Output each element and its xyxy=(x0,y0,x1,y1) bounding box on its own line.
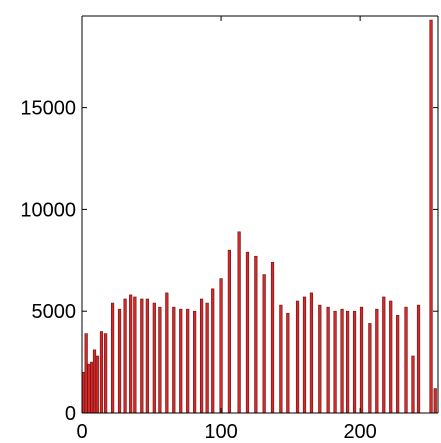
histogram-bar xyxy=(318,304,322,414)
histogram-bar xyxy=(133,296,137,414)
axes xyxy=(81,15,439,414)
histogram-bar xyxy=(84,333,88,414)
y-tick-label: 5000 xyxy=(32,301,77,323)
histogram-bar xyxy=(262,274,266,414)
histogram-bar xyxy=(375,308,379,414)
histogram-bar xyxy=(211,288,215,414)
histogram-bar xyxy=(368,323,372,414)
histogram-bar xyxy=(295,300,300,414)
histogram-bar xyxy=(326,306,330,414)
histogram-bar xyxy=(165,292,169,414)
histogram-bar xyxy=(411,355,415,414)
histogram-bar xyxy=(140,298,144,414)
histogram-bar xyxy=(279,304,283,414)
histogram-bar xyxy=(340,308,344,414)
histogram-bar xyxy=(404,306,408,414)
histogram-bar xyxy=(104,333,108,414)
histogram-bar xyxy=(286,312,290,414)
histogram-bar xyxy=(152,302,156,414)
histogram-bar xyxy=(302,296,307,414)
histogram-bar xyxy=(172,306,176,414)
histogram-bar xyxy=(352,310,357,414)
x-tick-label: 100 xyxy=(204,421,237,443)
histogram-bar xyxy=(95,355,99,414)
histogram-bar xyxy=(245,251,250,414)
x-tick-label: 0 xyxy=(76,421,87,443)
y-tick-label: 10000 xyxy=(20,199,76,221)
histogram-bar xyxy=(87,363,91,414)
histogram-bar xyxy=(129,294,133,414)
histogram-bar xyxy=(199,298,204,414)
y-tick-label: 15000 xyxy=(20,98,76,120)
histogram-bar xyxy=(396,314,400,414)
histogram-bar xyxy=(346,310,350,414)
histogram-bar xyxy=(416,304,421,414)
histogram-bar xyxy=(186,308,190,414)
histogram-bar xyxy=(429,19,433,414)
histogram-bar xyxy=(309,292,314,414)
histogram-bar xyxy=(123,298,127,414)
histogram-bar xyxy=(389,300,393,414)
tick-labels: 0 5000 10000 15000 0 100 200 xyxy=(20,98,376,443)
histogram-bar xyxy=(205,302,209,414)
histogram-bar xyxy=(254,255,258,414)
histogram-bar xyxy=(333,310,337,414)
histogram-bar xyxy=(227,249,232,414)
histogram-bar xyxy=(270,262,275,414)
histogram-bar xyxy=(145,298,149,414)
histogram-bar xyxy=(382,296,386,414)
histogram-bar xyxy=(359,306,364,414)
histogram-bar xyxy=(110,302,115,414)
histogram-bar xyxy=(433,388,437,414)
histogram-bar xyxy=(90,361,94,414)
histogram-bar xyxy=(237,231,241,414)
y-tick-label: 0 xyxy=(65,403,76,425)
histogram-bar xyxy=(193,310,197,414)
tick-marks xyxy=(81,16,438,414)
histogram-bar xyxy=(219,278,223,414)
histogram-bar xyxy=(92,349,97,414)
x-tick-label: 200 xyxy=(343,421,376,443)
histogram-bar xyxy=(99,331,104,414)
histogram-bar xyxy=(179,308,183,414)
histogram-bar xyxy=(158,306,162,414)
histogram-bar xyxy=(117,308,122,414)
